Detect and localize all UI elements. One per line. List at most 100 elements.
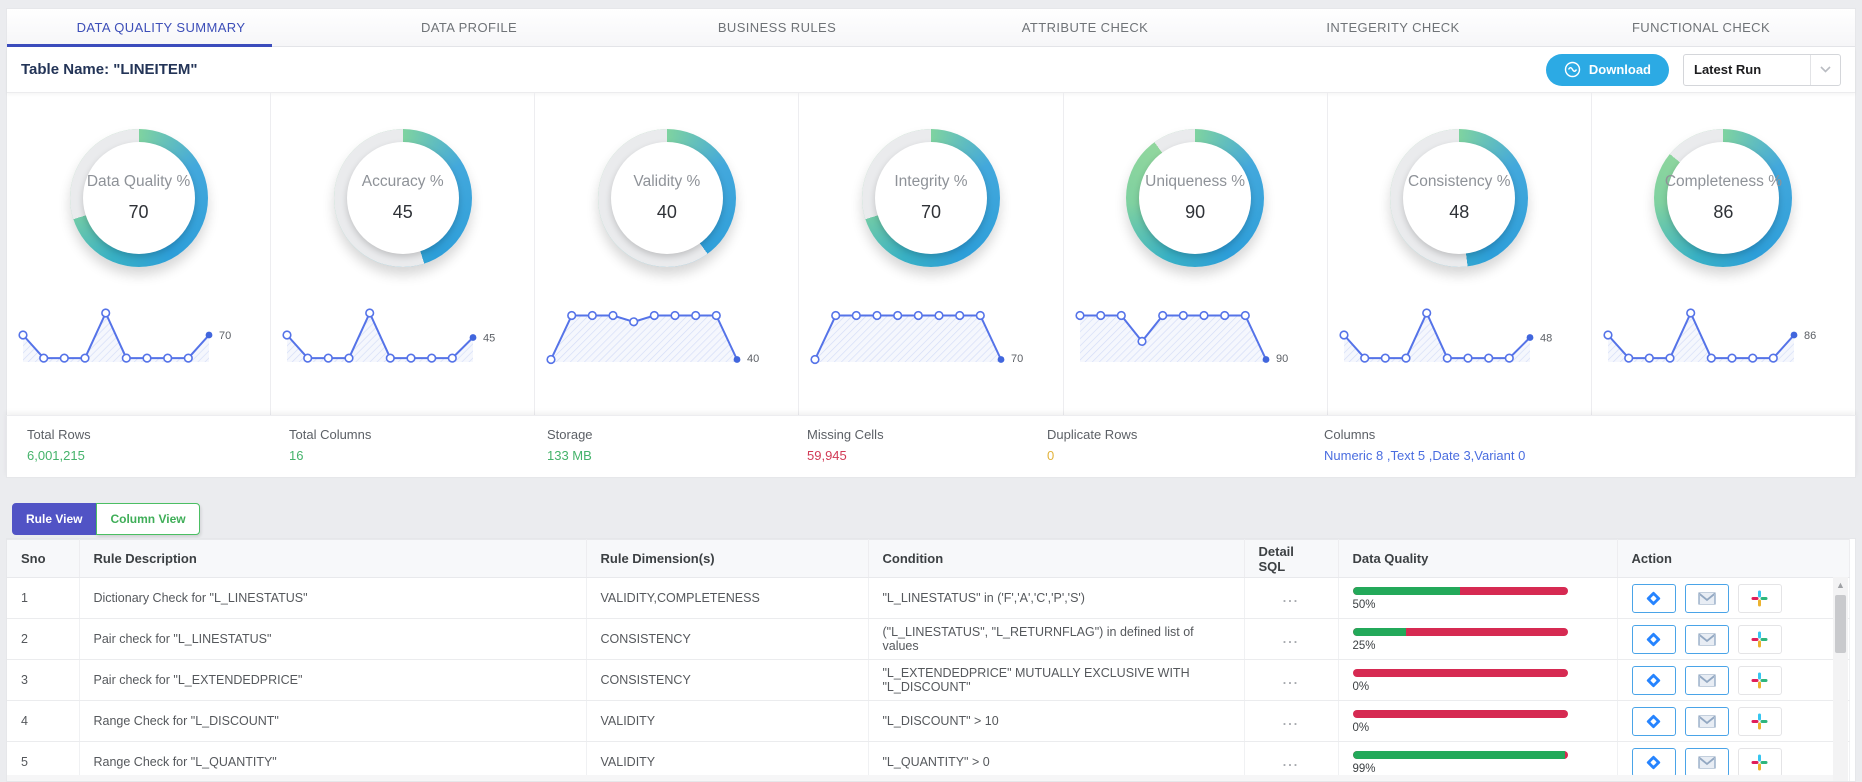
detail-sql-ellipsis[interactable]: ... [1244,618,1339,660]
column-view-button[interactable]: Column View [96,503,200,535]
quality-bar [1352,710,1568,718]
trend-sparkline: 45 [282,308,495,363]
cell-rule-description: Pair check for "L_EXTENDEDPRICE" [79,659,587,701]
gauge-panel-completeness: Completeness % 86 86 [1590,93,1855,415]
gauge-center: Accuracy % 45 [346,142,459,254]
gauge-center: Integrity % 70 [874,142,987,254]
quality-bar [1352,751,1568,759]
cell-action [1617,618,1850,660]
trend-sparkline: 48 [1339,308,1552,363]
action-jira-button[interactable] [1631,583,1676,613]
donut-gauge: Validity % 40 [597,129,736,267]
stat-label: Total Columns [289,427,372,442]
action-gmail-button[interactable] [1684,747,1729,777]
gauge-center: Uniqueness % 90 [1139,142,1252,254]
action-jira-button[interactable] [1631,665,1676,695]
gauge-value: 70 [920,202,941,222]
action-slack-button[interactable] [1737,583,1782,613]
tab-attribute-check[interactable]: ATTRIBUTE CHECK [1021,20,1149,35]
stat-missing-cells: Missing Cells 59,945 [807,427,1047,477]
table-row: 1 Dictionary Check for "L_LINESTATUS" VALI… [7,577,1850,619]
run-selector[interactable]: Latest Run [1683,53,1841,86]
detail-sql-ellipsis[interactable]: ... [1244,741,1339,781]
stat-label: Missing Cells [807,427,884,442]
table-row: 3 Pair check for "L_EXTENDEDPRICE" CONSIST… [7,659,1850,701]
trend-sparkline: 90 [1075,310,1288,365]
jira-icon [1646,591,1661,605]
gauge-value: 70 [128,202,149,222]
vertical-scrollbar[interactable]: ▲ [1833,577,1848,781]
cell-sno: 1 [7,577,80,619]
tab-bar: DATA QUALITY SUMMARY DATA PROFILE BUSINESS… [7,9,1855,47]
cell-rule-description: Dictionary Check for "L_LINESTATUS" [79,577,587,619]
cell-sno: 4 [7,700,80,742]
gmail-icon [1697,591,1716,605]
cell-action [1617,659,1850,701]
cell-rule-description: Pair check for "L_LINESTATUS" [79,618,587,660]
gmail-icon [1697,755,1716,769]
gmail-icon [1697,714,1716,728]
horizontal-scrollbar[interactable] [7,775,1833,781]
sparkline-end-label: 45 [483,333,495,345]
quality-bar-fill [1352,751,1566,759]
cell-condition: "L_EXTENDEDPRICE" MUTUALLY EXCLUSIVE WIT… [868,659,1245,701]
jira-icon [1646,755,1661,769]
gauge-panel-integrity: Integrity % 70 70 [798,93,1062,415]
detail-sql-ellipsis[interactable]: ... [1244,700,1339,742]
gauge-panel-accuracy: Accuracy % 45 45 [270,93,534,415]
action-gmail-button[interactable] [1684,665,1729,695]
gauge-center: Consistency % 48 [1403,142,1516,254]
action-slack-button[interactable] [1737,747,1782,777]
action-slack-button[interactable] [1737,665,1782,695]
action-slack-button[interactable] [1737,706,1782,736]
slack-icon [1751,631,1768,647]
stat-label: Storage [547,427,593,442]
gauge-value: 45 [392,202,413,222]
action-jira-button[interactable] [1631,747,1676,777]
stat-value: 59,945 [807,448,847,463]
tab-functional-check[interactable]: FUNCTIONAL CHECK [1631,20,1771,35]
detail-sql-ellipsis[interactable]: ... [1244,577,1339,619]
gauge-label: Completeness % [1664,173,1782,190]
slack-icon [1751,713,1768,729]
scrollbar-thumb[interactable] [1835,595,1846,653]
table-body: 1 Dictionary Check for "L_LINESTATUS" VALI… [7,577,1850,781]
table-row: 2 Pair check for "L_LINESTATUS" CONSISTENC… [7,618,1850,660]
sparkline-end-label: 70 [219,330,231,342]
cell-rule-dimensions: CONSISTENCY [586,618,869,660]
action-gmail-button[interactable] [1684,583,1729,613]
cell-data-quality: 25% [1338,618,1618,660]
cell-data-quality: 50% [1338,577,1618,619]
stat-value: 0 [1047,448,1055,463]
rules-table-card: Sno Rule Description Rule Dimension(s) Cond… [6,538,1856,782]
tab-integerity-check[interactable]: INTEGERITY CHECK [1326,20,1460,35]
cell-condition: "L_QUANTITY" > 0 [868,741,1245,781]
tab-data-quality-summary[interactable]: DATA QUALITY SUMMARY [7,9,315,47]
action-jira-button[interactable] [1631,624,1676,654]
tab-data-profile[interactable]: DATA PROFILE [420,20,518,35]
stat-storage: Storage 133 MB [547,427,807,477]
action-slack-button[interactable] [1737,624,1782,654]
chevron-down-icon [1810,54,1840,85]
action-gmail-button[interactable] [1684,624,1729,654]
cell-rule-dimensions: VALIDITY,COMPLETENESS [586,577,869,619]
gauge-label: Data Quality % [86,173,191,190]
view-toggle: Rule View Column View [12,503,200,535]
stat-value: Numeric 8 ,Text 5 ,Date 3,Variant 0 [1324,448,1526,463]
tab-business-rules[interactable]: BUSINESS RULES [717,20,837,35]
gauge-center: Validity % 40 [610,142,723,254]
gauge-panel-uniqueness: Uniqueness % 90 90 [1062,93,1327,415]
header-actions: Download Latest Run [1545,53,1841,86]
rule-view-button[interactable]: Rule View [12,503,97,535]
cell-rule-dimensions: CONSISTENCY [586,659,869,701]
quality-percent-label: 0% [1352,722,1370,734]
scroll-up-icon[interactable]: ▲ [1836,580,1845,590]
detail-sql-ellipsis[interactable]: ... [1244,659,1339,701]
trend-sparkline: 40 [546,310,760,365]
download-button[interactable]: Download [1545,53,1669,86]
action-jira-button[interactable] [1631,706,1676,736]
stat-value: 133 MB [547,448,592,463]
slack-icon [1751,672,1768,688]
action-gmail-button[interactable] [1684,706,1729,736]
gmail-icon [1697,673,1716,687]
